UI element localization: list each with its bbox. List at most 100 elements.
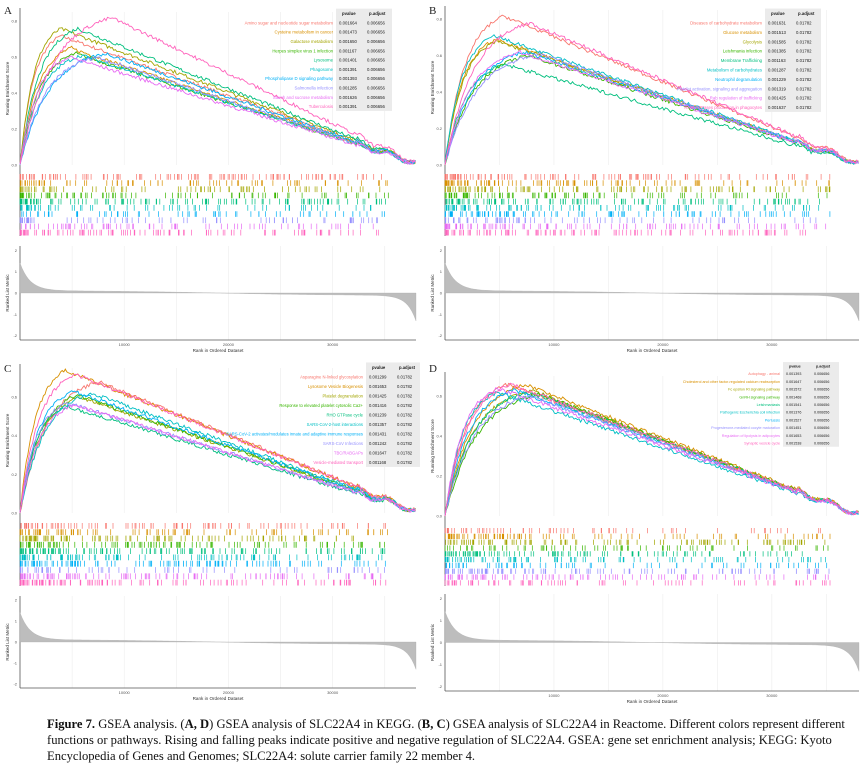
pathway-label: Leishmaniasis [757, 403, 781, 407]
gene-hit-ticks [445, 198, 820, 205]
pathway-label: Autophagy - animal [748, 372, 780, 376]
pathway-label: Pathogenic Escherichia coli infection [720, 411, 780, 415]
pvalue-cell: 0.001357 [369, 422, 387, 427]
panel-b-gsea-plot: B 0.0 0.2 0.4 0.6 0.8 Running Enrichment Score… [425, 0, 863, 355]
es-curve-series [19, 404, 416, 514]
es-y-axis-label: Running Enrichment Score [430, 60, 435, 114]
es-curve-series [19, 404, 416, 513]
padjust-cell: 0.006656 [814, 388, 829, 392]
x-tick-label: 10000 [119, 690, 131, 695]
gene-hit-ticks [21, 211, 385, 217]
padjust-cell: 0.01782 [796, 105, 812, 110]
table-background [336, 8, 392, 111]
es-y-tick-label: 0.8 [11, 19, 17, 24]
pvalue-cell: 0.001647 [369, 451, 387, 456]
panel-d-gsea-plot: D 0.0 0.2 0.4 0.6 Running Enrichment Score pva… [425, 358, 863, 705]
es-y-tick-label: 0.0 [436, 163, 442, 168]
gene-hit-ticks [444, 211, 831, 217]
pathway-label: Rab regulation of trafficking [710, 96, 763, 101]
rank-y-tick-label: -2 [438, 684, 442, 689]
x-tick-label: 20000 [223, 342, 235, 347]
pathway-label: Amino sugar and nucleotide sugar metabol… [245, 20, 334, 25]
padjust-cell: 0.006656 [367, 95, 386, 100]
x-tick-label: 30000 [766, 693, 778, 698]
pathway-label: Galactose metabolism [290, 39, 333, 44]
panel-letter: A [4, 5, 12, 17]
pvalue-cell: 0.001319 [768, 86, 787, 91]
gene-hit-ticks [19, 554, 383, 561]
pathway-label: Neutrophil degranulation [715, 77, 762, 82]
gene-hit-ticks [19, 560, 386, 567]
pathway-label: Herpes simplex virus 1 infection [272, 48, 333, 53]
pvalue-cell: 0.001647 [786, 380, 801, 384]
padjust-cell: 0.006656 [367, 20, 386, 25]
pathway-label: SARS-CoV Infections [323, 441, 363, 446]
padjust-cell: 0.006656 [367, 76, 386, 81]
gene-hit-ticks [20, 523, 386, 529]
pvalue-cell: 0.001385 [768, 49, 787, 54]
pvalue-cell: 0.001401 [339, 58, 358, 63]
padjust-cell: 0.006656 [814, 426, 829, 430]
x-tick-label: 10000 [548, 342, 560, 347]
caption-text: ) GSEA analysis of SLC22A4 in KEGG. ( [209, 717, 422, 731]
panel-letter: B [429, 5, 436, 17]
caption-text: GSEA analysis. ( [95, 717, 185, 731]
padjust-cell: 0.01782 [397, 413, 413, 418]
gene-hit-ticks [445, 568, 830, 574]
es-y-axis-label: Running Enrichment Score [5, 413, 10, 467]
pvalue-cell: 0.001585 [768, 39, 787, 44]
pathway-label: Membrane Trafficking [721, 58, 763, 63]
x-tick-label: 20000 [657, 342, 669, 347]
table-background [366, 362, 420, 467]
es-y-axis-label: Running Enrichment Score [430, 419, 435, 473]
pvalue-cell: 0.001468 [786, 395, 801, 399]
pathway-label: Lysosome Vesicle Biogenesis [308, 384, 363, 389]
gene-hit-ticks [444, 174, 831, 180]
gene-hit-ticks [20, 541, 385, 548]
x-axis-label: Rank in Ordered Dataset [627, 699, 679, 704]
gene-hit-ticks [445, 562, 828, 569]
gene-hit-ticks [19, 579, 387, 586]
padjust-cell: 0.01782 [397, 384, 413, 389]
pvalue-cell: 0.001425 [369, 394, 387, 399]
gene-hit-ticks [19, 174, 382, 180]
gene-hit-ticks [444, 217, 817, 224]
pvalue-cell: 0.001391 [339, 104, 358, 109]
table-header: pvalue [342, 11, 356, 16]
table-background [783, 362, 839, 447]
es-curve-series [444, 49, 859, 165]
table-header: pvalue [372, 365, 386, 370]
table-header: pvalue [789, 364, 801, 368]
x-tick-label: 20000 [223, 690, 235, 695]
pathway-label: Progesterone-mediated oocyte maturation [711, 426, 780, 430]
pvalue-cell: 0.001513 [768, 30, 787, 35]
es-y-tick-label: 0.4 [436, 90, 442, 95]
pvalue-cell: 0.001376 [786, 411, 801, 415]
pathway-label: Cholesterol and other factor-regulated c… [683, 380, 780, 384]
padjust-cell: 0.01782 [796, 68, 812, 73]
panel-c-gsea-plot: C 0.0 0.2 0.4 0.6 Running Enrichment Score pva… [0, 358, 420, 703]
rank-y-tick-label: 1 [15, 619, 18, 624]
es-y-tick-label: 0.8 [436, 17, 442, 22]
pathway-label: Glycolysis [743, 39, 762, 44]
es-curve-series [444, 22, 859, 165]
es-curve-series [19, 390, 416, 514]
rank-y-axis-label: Ranked List Metric [430, 274, 435, 312]
pvalue-cell: 0.001242 [369, 441, 387, 446]
padjust-cell: 0.01782 [796, 49, 812, 54]
gene-hit-ticks [444, 180, 830, 186]
pvalue-cell: 0.001664 [339, 20, 358, 25]
pathway-label: Leishmania infection [723, 49, 763, 54]
es-y-tick-label: 0.4 [436, 434, 442, 439]
x-axis-label: Rank in Ordered Dataset [193, 696, 245, 701]
pathway-label: Platelet activation, signaling and aggre… [677, 86, 763, 91]
rank-y-tick-label: 1 [440, 618, 443, 623]
gene-hit-ticks [445, 539, 826, 545]
rank-y-tick-label: -2 [13, 681, 17, 686]
padjust-cell: 0.01782 [796, 58, 812, 63]
padjust-cell: 0.006656 [367, 67, 386, 72]
rank-y-tick-label: -1 [13, 312, 17, 317]
pvalue-cell: 0.001473 [339, 30, 358, 35]
rank-y-axis-label: Ranked List Metric [430, 623, 435, 661]
x-tick-label: 10000 [548, 693, 560, 698]
